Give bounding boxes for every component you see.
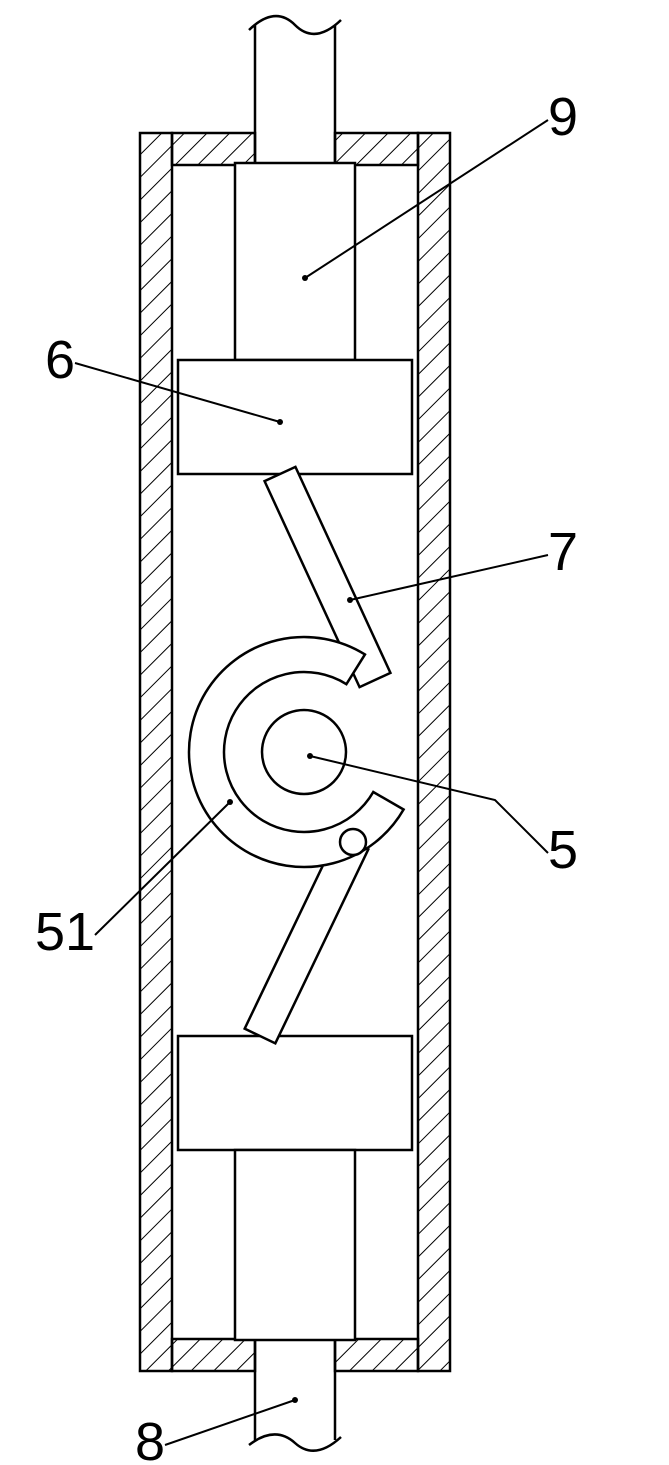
- leader-dot: [292, 1397, 298, 1403]
- label-text-6: 6: [45, 330, 75, 390]
- leader-dot: [302, 275, 308, 281]
- label-text-51: 51: [35, 902, 95, 962]
- label-7: 7: [347, 522, 578, 603]
- housing-top-wall-right: [335, 133, 418, 165]
- leader-dot: [277, 419, 283, 425]
- leader-dot: [347, 597, 353, 603]
- housing-left-wall: [140, 133, 172, 1371]
- leader-dot: [227, 799, 233, 805]
- bottom-inner-rod: [235, 1150, 355, 1340]
- housing-bottom-wall-right: [335, 1339, 418, 1371]
- top-inner-rod: [235, 163, 355, 360]
- label-51: 51: [35, 799, 233, 962]
- bottom-piston-block: [178, 1036, 412, 1150]
- label-text-9: 9: [548, 87, 578, 147]
- label-text-7: 7: [548, 522, 578, 582]
- bottom-shaft-break: [249, 1434, 341, 1450]
- label-8: 8: [135, 1397, 298, 1465]
- label-text-8: 8: [135, 1412, 165, 1465]
- top-shaft-break: [249, 16, 341, 34]
- leader-dot: [307, 753, 313, 759]
- housing-bottom-wall-left: [172, 1339, 255, 1371]
- housing-right-wall: [418, 133, 450, 1371]
- housing-top-wall-left: [172, 133, 255, 165]
- leader-line: [165, 1400, 295, 1445]
- diagram-canvas: 5 6 7 8 9 51: [0, 0, 669, 1465]
- top-piston-block: [178, 360, 412, 474]
- pivot-pin: [340, 829, 366, 855]
- wheel-hub: [262, 710, 346, 794]
- label-text-5: 5: [548, 820, 578, 880]
